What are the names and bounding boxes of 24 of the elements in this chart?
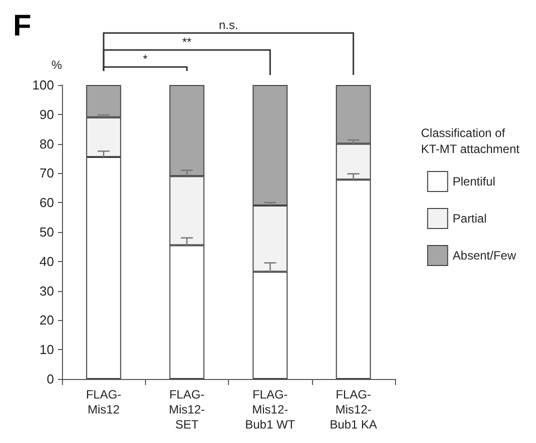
y-tick-label: 0 bbox=[46, 372, 54, 386]
y-tick-label: 10 bbox=[40, 342, 54, 358]
chart-title: F bbox=[13, 10, 32, 42]
y-tick-label: 20 bbox=[40, 312, 54, 328]
x-tick-label: FLAG- Mis12- Bub1 WT bbox=[245, 388, 296, 432]
text: * bbox=[142, 52, 148, 66]
legend-title: Classification of KT-MT attachment bbox=[421, 126, 520, 156]
y-tick-label: 80 bbox=[40, 136, 54, 152]
text: ** bbox=[182, 35, 192, 49]
x-tick-label: FLAG- Mis12- SET bbox=[168, 388, 205, 432]
y-tick-label: 100 bbox=[32, 78, 54, 92]
y-tick-label: 50 bbox=[40, 224, 54, 240]
legend-label: Plentiful bbox=[452, 174, 496, 188]
y-tick-label: 30 bbox=[40, 283, 54, 298]
y-tick-label: 90 bbox=[40, 106, 54, 122]
x-tick-label: FLAG- Mis12- Bub1 KA bbox=[330, 388, 378, 432]
y-tick-label: 40 bbox=[40, 254, 54, 269]
legend-label: Partial bbox=[452, 212, 487, 226]
legend-label: Absent/Few bbox=[452, 248, 516, 262]
y-tick-label: 70 bbox=[40, 166, 54, 181]
text: n.s. bbox=[218, 18, 238, 32]
x-tick-label: FLAG- Mis12 bbox=[86, 388, 122, 416]
y-tick-label: 60 bbox=[40, 195, 54, 210]
y-axis-title: % bbox=[51, 58, 62, 72]
